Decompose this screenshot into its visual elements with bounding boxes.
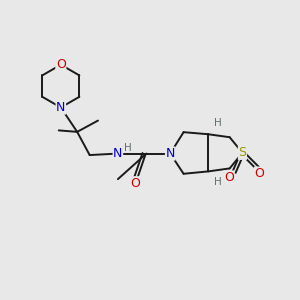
Text: N: N (113, 147, 123, 160)
Text: O: O (130, 177, 140, 190)
Text: O: O (56, 58, 66, 71)
Text: H: H (124, 143, 132, 153)
Text: N: N (166, 147, 175, 160)
Text: S: S (238, 146, 246, 159)
Text: H: H (214, 118, 221, 128)
Text: H: H (214, 177, 221, 187)
Text: N: N (56, 101, 65, 114)
Text: O: O (224, 171, 234, 184)
Text: O: O (254, 167, 264, 180)
